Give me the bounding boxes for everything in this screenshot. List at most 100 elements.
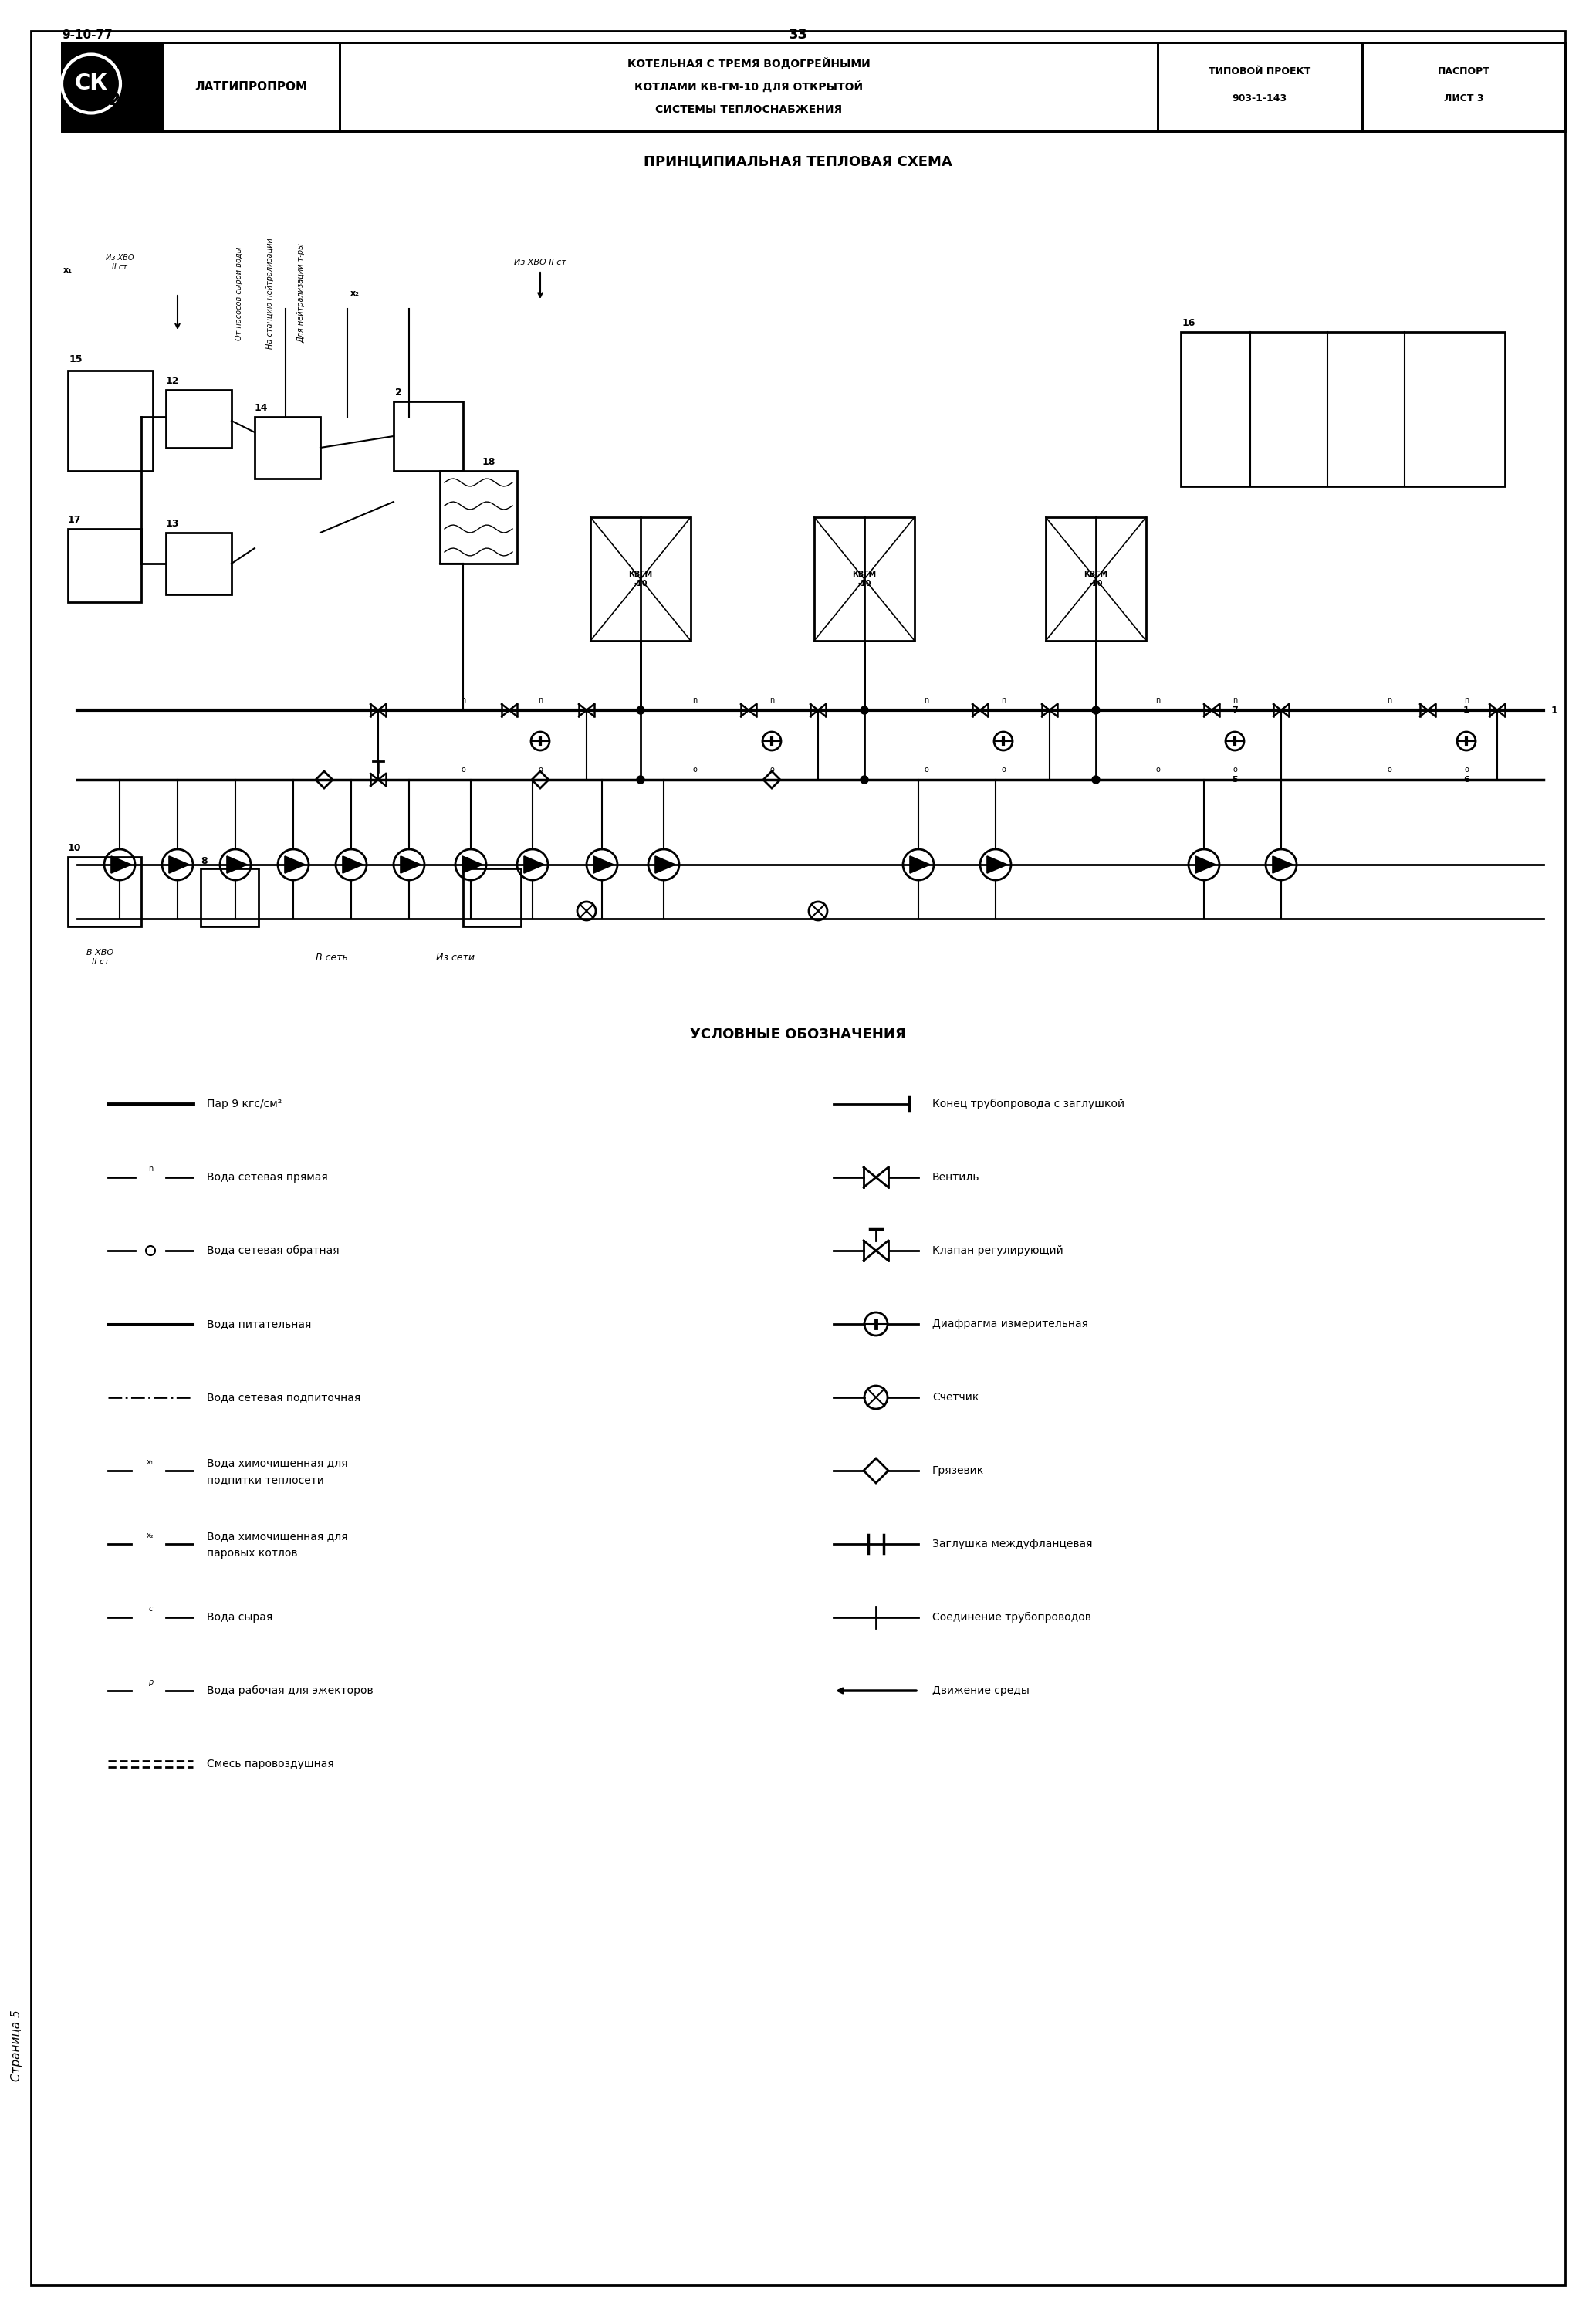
Circle shape [994,732,1012,750]
Polygon shape [910,857,930,873]
Bar [440,470,517,563]
Text: 2: 2 [396,387,402,398]
Text: ПАСПОРТ: ПАСПОРТ [1438,67,1491,76]
Text: n: n [148,1165,153,1172]
Text: 12: 12 [166,375,179,387]
Circle shape [145,1246,155,1255]
Text: УСЛОВНЫЕ ОБОЗНАЧЕНИЯ: УСЛОВНЫЕ ОБОЗНАЧЕНИЯ [689,1028,907,1042]
Text: o: o [1232,767,1237,774]
Text: o: o [461,767,466,774]
Circle shape [1092,776,1100,783]
Text: 33: 33 [788,28,808,42]
Text: 903-1-143: 903-1-143 [1232,93,1286,104]
Text: Пар 9 кгс/см²: Пар 9 кгс/см² [207,1098,282,1109]
Text: Для нейтрализации т-ры: Для нейтрализации т-ры [297,243,305,343]
Circle shape [104,850,136,880]
Circle shape [865,1313,887,1336]
Text: 1: 1 [1464,706,1470,713]
Text: КВГМ
-10: КВГМ -10 [629,570,653,588]
Polygon shape [112,857,131,873]
Text: 6: 6 [1464,776,1470,783]
Text: n: n [1156,697,1160,704]
Text: 9-10-77: 9-10-77 [62,30,112,42]
Text: c: c [148,1605,153,1612]
Bar [62,42,1566,132]
Bar [340,42,1157,132]
Text: х₁: х₁ [64,266,72,273]
Text: 10: 10 [69,843,81,852]
Polygon shape [594,857,613,873]
Text: Заглушка междуфланцевая: Заглушка междуфланцевая [932,1538,1092,1549]
Polygon shape [523,857,544,873]
Text: Вода химочищенная для: Вода химочищенная для [207,1457,348,1468]
Text: Диафрагма измерительная: Диафрагма измерительная [932,1318,1088,1329]
Text: 18: 18 [482,456,496,468]
Text: x₁: x₁ [147,1459,155,1466]
Circle shape [531,732,549,750]
Circle shape [394,850,425,880]
Bar [69,371,153,470]
Circle shape [587,850,618,880]
Bar [166,389,231,447]
Polygon shape [531,771,549,787]
Bar [62,42,163,132]
Text: КОТЛАМИ КВ-ГМ-10 ДЛЯ ОТКРЫТОЙ: КОТЛАМИ КВ-ГМ-10 ДЛЯ ОТКРЫТОЙ [634,81,863,93]
Bar [814,516,915,642]
Circle shape [220,850,251,880]
Text: 7: 7 [1232,706,1238,713]
Polygon shape [1272,857,1293,873]
Circle shape [980,850,1010,880]
Text: ТИПОВОЙ ПРОЕКТ: ТИПОВОЙ ПРОЕКТ [1208,67,1310,76]
Bar [591,516,691,642]
Text: Движение среды: Движение среды [932,1686,1029,1695]
Text: 2: 2 [109,93,120,109]
Text: n: n [693,697,697,704]
Bar [1181,331,1505,486]
Text: Конец трубопровода с заглушкой: Конец трубопровода с заглушкой [932,1098,1125,1109]
Text: Вода сетевая обратная: Вода сетевая обратная [207,1246,340,1255]
Polygon shape [343,857,362,873]
Circle shape [335,850,367,880]
Bar [201,868,259,926]
Text: 1: 1 [1551,704,1558,716]
Text: n: n [1387,697,1392,704]
Bar [1361,42,1566,132]
Polygon shape [227,857,247,873]
Text: Вода рабочая для эжекторов: Вода рабочая для эжекторов [207,1686,373,1695]
Text: o: o [924,767,929,774]
Circle shape [1092,706,1100,713]
Text: o: o [538,767,543,774]
Polygon shape [1195,857,1216,873]
Circle shape [860,706,868,713]
Text: x₂: x₂ [147,1531,155,1540]
Polygon shape [656,857,675,873]
Text: o: o [1001,767,1005,774]
Text: n: n [924,697,929,704]
Text: СИСТЕМЫ ТЕПЛОСНАБЖЕНИЯ: СИСТЕМЫ ТЕПЛОСНАБЖЕНИЯ [656,104,843,116]
Text: паровых котлов: паровых котлов [207,1547,297,1559]
Text: КВГМ
-10: КВГМ -10 [852,570,876,588]
Circle shape [62,56,120,113]
Text: 15: 15 [70,354,83,364]
Circle shape [1266,850,1296,880]
Text: n: n [461,697,466,704]
Text: В сеть: В сеть [316,952,348,963]
Circle shape [1189,850,1219,880]
Text: Вентиль: Вентиль [932,1172,980,1183]
Text: подпитки теплосети: подпитки теплосети [207,1475,324,1485]
Bar [1157,42,1361,132]
Text: p: p [148,1679,153,1686]
Bar [166,533,231,595]
Bar [255,417,321,479]
Text: n: n [1464,697,1468,704]
Circle shape [648,850,680,880]
Text: 9: 9 [463,857,469,866]
Text: Вода питательная: Вода питательная [207,1318,311,1329]
Circle shape [163,850,193,880]
Text: КВГМ
-10: КВГМ -10 [1084,570,1108,588]
Circle shape [865,1385,887,1408]
Polygon shape [863,1459,889,1482]
Text: 17: 17 [69,514,81,526]
Bar [69,857,140,926]
Text: Счетчик: Счетчик [932,1392,978,1403]
